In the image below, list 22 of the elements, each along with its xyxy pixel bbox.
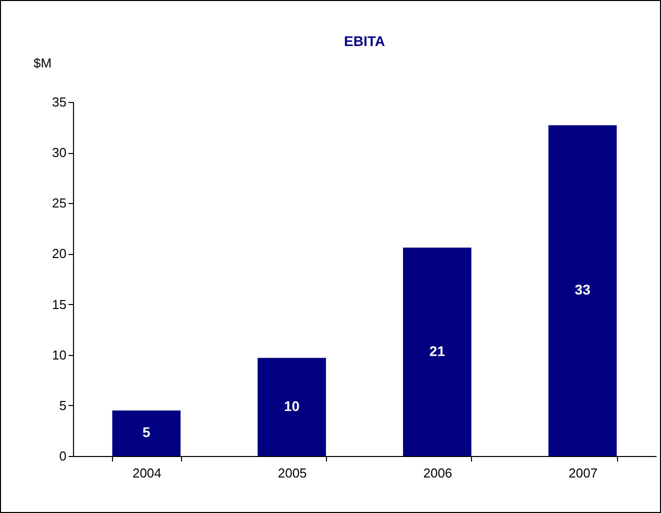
bar	[403, 248, 472, 456]
y-tick-label: 10	[52, 347, 66, 362]
chart-title: EBITA	[344, 33, 385, 49]
y-tick-label: 20	[52, 246, 66, 262]
y-tick-label: 30	[52, 145, 66, 160]
data-label: 5	[142, 424, 151, 440]
y-tick-label: 5	[59, 398, 66, 413]
x-tick-label: 2004	[132, 466, 162, 480]
data-label: 10	[284, 398, 300, 414]
bar	[258, 358, 326, 456]
bar	[548, 125, 617, 456]
y-tick-label: 15	[52, 296, 66, 312]
y-axis-title: $M	[34, 56, 52, 70]
y-tick-label: 35	[52, 94, 66, 110]
x-tick-label: 2006	[423, 466, 452, 480]
y-tick-label: 0	[59, 448, 66, 464]
x-tick-label: 2007	[568, 466, 598, 480]
y-tick-label: 25	[52, 196, 66, 211]
data-label: 33	[574, 282, 591, 298]
x-tick-label: 2005	[278, 466, 307, 480]
bar	[112, 410, 181, 456]
data-label: 21	[429, 342, 446, 359]
